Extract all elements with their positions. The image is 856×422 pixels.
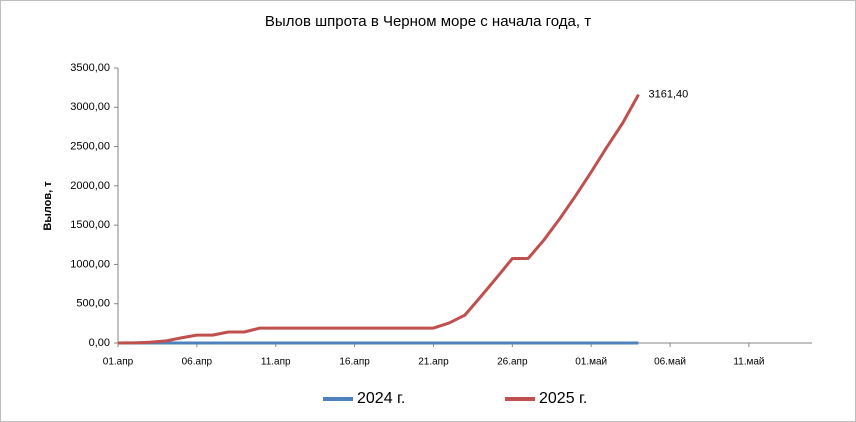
y-tick-label: 3500,00 bbox=[70, 62, 110, 74]
legend-label: 2025 г. bbox=[539, 390, 587, 407]
x-tick-label: 06.апр bbox=[182, 357, 213, 368]
x-tick-label: 01.апр bbox=[103, 357, 134, 368]
y-axis-label: Вылов, т bbox=[42, 181, 54, 231]
y-tick-label: 2500,00 bbox=[70, 140, 110, 152]
x-tick-label: 21.апр bbox=[418, 357, 449, 368]
x-tick-label: 06.май bbox=[654, 357, 686, 368]
y-tick-label: 2000,00 bbox=[70, 180, 110, 192]
y-tick-label: 3000,00 bbox=[70, 101, 110, 113]
x-tick-label: 01.май bbox=[575, 357, 607, 368]
legend-label: 2024 г. bbox=[357, 390, 405, 407]
x-tick-label: 26.апр bbox=[497, 357, 528, 368]
y-tick-label: 500,00 bbox=[76, 298, 110, 310]
x-tick-label: 11.май bbox=[733, 357, 764, 368]
series-line bbox=[117, 93, 640, 345]
y-tick-label: 0,00 bbox=[89, 337, 110, 349]
y-tick-label: 1500,00 bbox=[70, 219, 110, 231]
data-label: 3161,40 bbox=[649, 89, 689, 101]
x-tick-label: 16.апр bbox=[339, 357, 370, 368]
chart-title: Вылов шпрота в Черном море с начала года… bbox=[265, 13, 591, 30]
y-tick-label: 1000,00 bbox=[70, 258, 110, 270]
x-tick-label: 11.апр bbox=[261, 357, 291, 368]
